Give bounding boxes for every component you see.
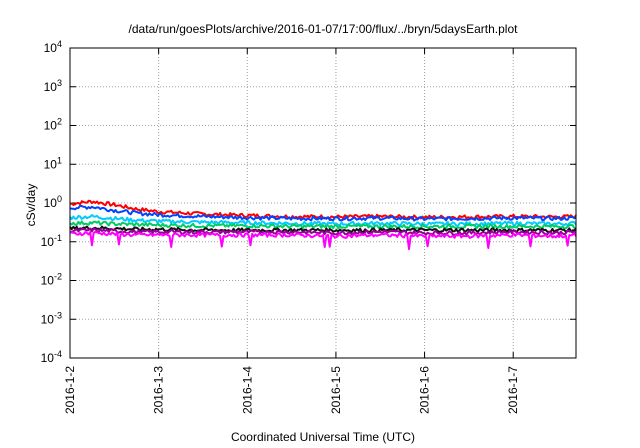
x-tick-label: 2016-1-2 [63, 366, 77, 414]
x-tick-label: 2016-1-7 [506, 366, 520, 414]
y-tick-label: 10-1 [41, 233, 62, 249]
y-tick-label: 102 [44, 117, 62, 133]
y-tick-label: 10-3 [41, 310, 62, 326]
series-line [69, 220, 577, 230]
series-line [69, 227, 577, 236]
series-line [69, 199, 577, 220]
y-tick-label: 100 [44, 194, 62, 210]
x-tick-label: 2016-1-4 [240, 366, 254, 414]
x-tick-label: 2016-1-6 [418, 366, 432, 414]
y-tick-label: 101 [44, 155, 62, 171]
series-line [69, 214, 577, 227]
x-tick-label: 2016-1-3 [152, 366, 166, 414]
y-tick-label: 104 [44, 39, 62, 55]
series-line [69, 204, 577, 222]
x-axis-label: Coordinated Universal Time (UTC) [230, 430, 416, 444]
y-tick-label: 103 [44, 78, 62, 94]
chart-title: /data/run/goesPlots/archive/2016-01-07/1… [128, 22, 518, 36]
series-line [69, 230, 577, 251]
y-tick-label: 10-4 [41, 349, 62, 365]
y-tick-label: 10-2 [41, 272, 62, 288]
x-tick-label: 2016-1-5 [329, 366, 343, 414]
plot-frame [69, 47, 577, 359]
